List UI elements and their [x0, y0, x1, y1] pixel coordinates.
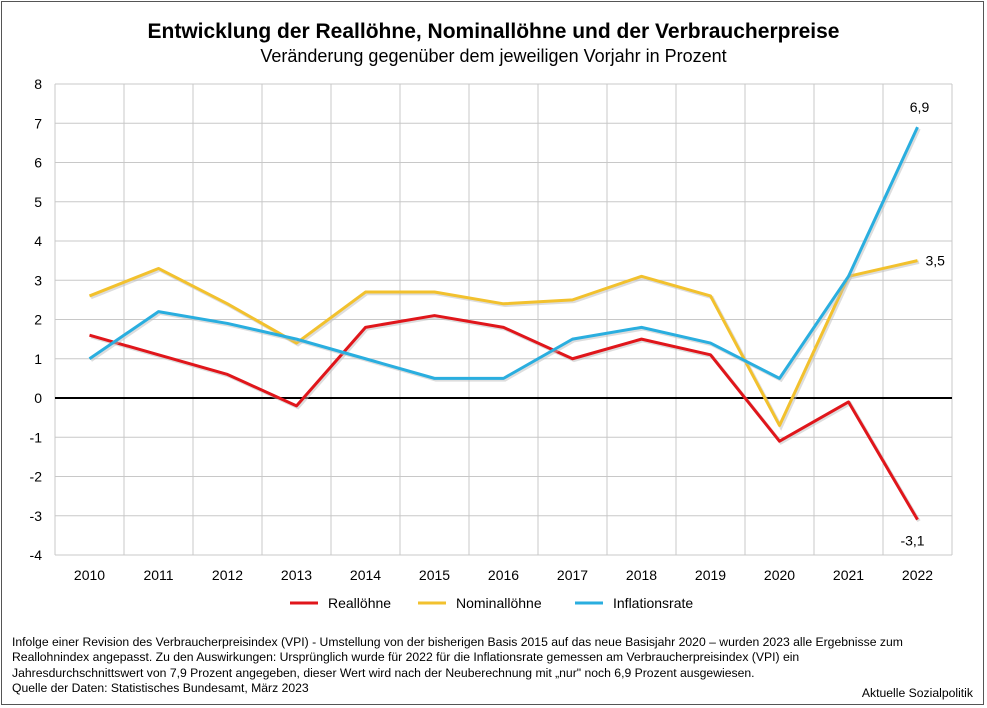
- x-tick-label: 2013: [281, 567, 312, 583]
- legend-label: Inflationsrate: [613, 595, 693, 611]
- footnote-line: Reallohnindex angepasst. Zu den Auswirku…: [12, 650, 800, 665]
- x-tick-label: 2015: [419, 567, 450, 583]
- legend-label: Nominallöhne: [456, 595, 542, 611]
- footnote: Infolge einer Revision des Verbraucherpr…: [12, 635, 972, 696]
- x-tick-label: 2022: [902, 567, 933, 583]
- x-tick-label: 2017: [557, 567, 588, 583]
- y-tick-label: 1: [34, 351, 42, 367]
- x-tick-label: 2010: [74, 567, 105, 583]
- y-tick-label: 3: [34, 272, 42, 288]
- y-tick-label: -4: [30, 547, 43, 563]
- chart-subtitle: Veränderung gegenüber dem jeweiligen Vor…: [260, 46, 727, 66]
- series-line-reallöhne: [89, 314, 919, 521]
- y-tick-label: -3: [30, 508, 43, 524]
- y-tick-label: 6: [34, 155, 42, 171]
- y-tick-label: 0: [34, 390, 42, 406]
- x-tick-label: 2020: [764, 567, 795, 583]
- brand-label: Aktuelle Sozialpolitik: [861, 686, 973, 700]
- x-tick-label: 2014: [350, 567, 381, 583]
- x-tick-label: 2012: [212, 567, 243, 583]
- series-shadow: [90, 127, 921, 383]
- x-tick-label: 2018: [626, 567, 657, 583]
- series-shadow: [90, 315, 921, 523]
- source-line: Quelle der Daten: Statistisches Bundesam…: [12, 680, 309, 695]
- y-tick-label: -1: [30, 429, 43, 445]
- y-tick-label: 2: [34, 312, 42, 328]
- y-tick-label: 4: [34, 233, 42, 249]
- x-tick-label: 2011: [143, 567, 173, 583]
- data-label: 6,9: [910, 99, 930, 115]
- y-tick-label: 8: [34, 76, 42, 92]
- footnote-line: Jahresdurchschnittswert von 7,9 Prozent …: [12, 665, 755, 680]
- x-tick-label: 2016: [488, 567, 519, 583]
- data-label: 3,5: [926, 253, 946, 269]
- y-tick-label: -2: [30, 469, 43, 485]
- y-tick-label: 5: [34, 194, 42, 210]
- series-line-inflationsrate: [88, 126, 919, 380]
- y-tick-label: 7: [34, 115, 42, 131]
- footnote-line: Infolge einer Revision des Verbraucherpr…: [12, 635, 903, 649]
- x-tick-label: 2021: [833, 567, 864, 583]
- data-label: -3,1: [900, 533, 924, 549]
- chart-title: Entwicklung der Reallöhne, Nominallöhne …: [147, 20, 840, 43]
- legend-label: Reallöhne: [328, 595, 391, 611]
- x-tick-label: 2019: [695, 567, 726, 583]
- series-shadow: [90, 260, 920, 431]
